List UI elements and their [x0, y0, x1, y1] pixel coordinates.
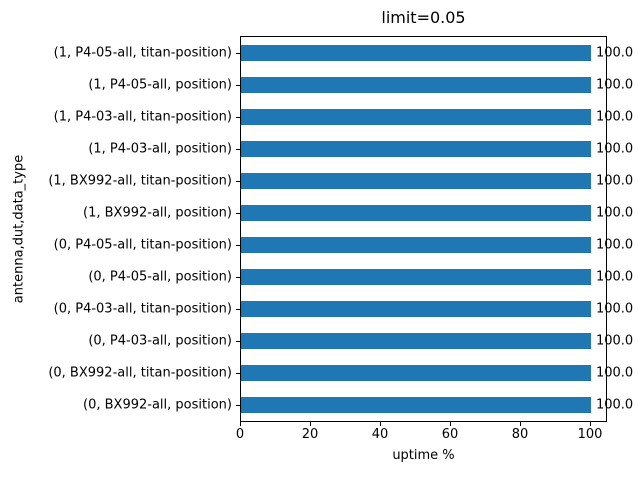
bar-value-label: 100.0: [595, 205, 634, 221]
bar: [241, 365, 591, 381]
bar-row: 100.0: [241, 37, 633, 69]
y-tick-label: (1, P4-03-all, position): [88, 141, 232, 157]
y-tick-label: (0, P4-05-all, titan-position): [53, 237, 232, 253]
bar-value-label: 100.0: [595, 141, 634, 157]
y-tick-label: (0, BX992-all, position): [83, 397, 232, 413]
y-tick-mark: [236, 277, 240, 278]
y-tick-label: (0, P4-05-all, position): [88, 269, 232, 285]
bar-value-label: 100.0: [595, 237, 634, 253]
x-tick-mark: [519, 422, 521, 426]
bar: [241, 397, 591, 413]
x-tick-label: 100: [577, 427, 603, 442]
x-tick-label: 20: [301, 427, 319, 442]
bar-row: 100.0: [241, 389, 633, 421]
bar-row: 100.0: [241, 229, 633, 261]
x-tick-label: 40: [371, 427, 389, 442]
x-axis-label: uptime %: [392, 448, 455, 463]
bar-value-label: 100.0: [595, 301, 634, 317]
plot-area: 100.0 100.0 100.0 100.0 100.0 100.0 100.0 100.0…: [240, 36, 633, 422]
y-tick-mark: [236, 405, 240, 406]
y-tick-mark: [236, 213, 240, 214]
x-tick-mark: [309, 422, 311, 426]
bar-row: 100.0: [241, 197, 633, 229]
bar: [241, 109, 591, 125]
bar: [241, 77, 591, 93]
bar-row: 100.0: [241, 165, 633, 197]
bar-value-label: 100.0: [595, 269, 634, 285]
y-tick-mark: [236, 117, 240, 118]
y-tick-mark: [236, 245, 240, 246]
bar: [241, 269, 591, 285]
bar-row: 100.0: [241, 357, 633, 389]
bar: [241, 173, 591, 189]
chart-title: limit=0.05: [381, 8, 466, 27]
x-tick-label: 80: [511, 427, 529, 442]
y-tick-mark: [236, 149, 240, 150]
y-tick-mark: [236, 53, 240, 54]
bar: [241, 45, 591, 61]
y-tick-mark: [236, 373, 240, 374]
bar-row: 100.0: [241, 261, 633, 293]
x-tick-mark: [379, 422, 381, 426]
bar-value-label: 100.0: [595, 109, 634, 125]
y-tick-label: (1, BX992-all, titan-position): [48, 173, 232, 189]
y-tick-label: (0, P4-03-all, titan-position): [53, 301, 232, 317]
bar-value-label: 100.0: [595, 365, 634, 381]
bar-row: 100.0: [241, 69, 633, 101]
bar: [241, 301, 591, 317]
y-tick-label: (1, P4-05-all, position): [88, 77, 232, 93]
bar-row: 100.0: [241, 293, 633, 325]
bar-value-label: 100.0: [595, 45, 634, 61]
y-tick-label: (0, P4-03-all, position): [88, 333, 232, 349]
bar-row: 100.0: [241, 133, 633, 165]
y-tick-label: (1, BX992-all, position): [83, 205, 232, 221]
x-tick-label: 0: [235, 427, 245, 442]
bar-value-label: 100.0: [595, 173, 634, 189]
y-tick-mark: [236, 309, 240, 310]
bar: [241, 141, 591, 157]
x-tick-label: 60: [441, 427, 459, 442]
y-tick-mark: [236, 181, 240, 182]
bar: [241, 205, 591, 221]
bar-value-label: 100.0: [595, 397, 634, 413]
bar-value-label: 100.0: [595, 333, 634, 349]
x-tick-mark: [449, 422, 451, 426]
x-tick-mark: [589, 422, 591, 426]
y-tick-mark: [236, 85, 240, 86]
bar-row: 100.0: [241, 325, 633, 357]
y-tick-mark: [236, 341, 240, 342]
bar-row: 100.0: [241, 101, 633, 133]
bar: [241, 237, 591, 253]
x-tick-mark: [240, 422, 241, 426]
y-tick-label: (1, P4-03-all, titan-position): [53, 109, 232, 125]
bar-value-label: 100.0: [595, 77, 634, 93]
y-tick-label: (1, P4-05-all, titan-position): [53, 45, 232, 61]
y-tick-label: (0, BX992-all, titan-position): [48, 365, 232, 381]
bar: [241, 333, 591, 349]
